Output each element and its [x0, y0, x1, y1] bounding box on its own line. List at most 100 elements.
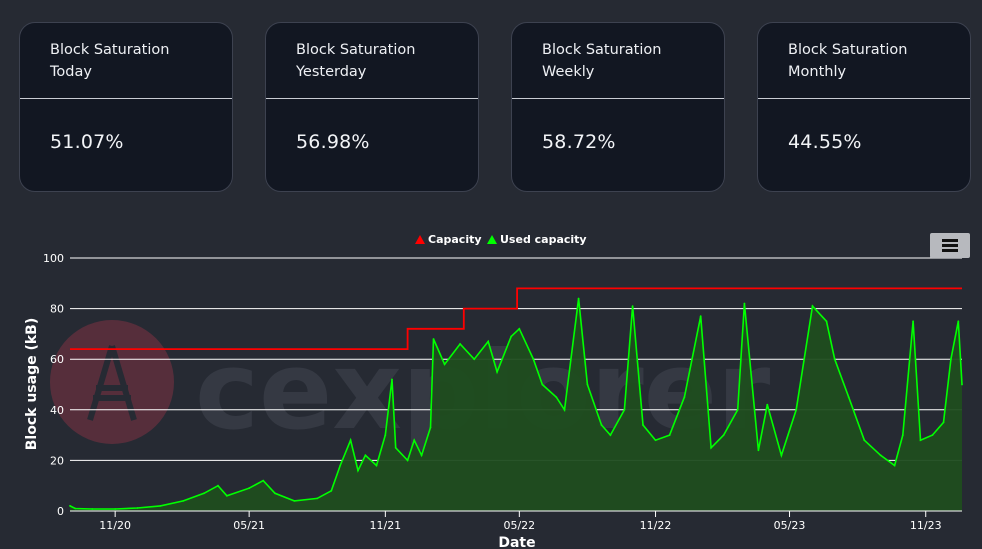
used-capacity-point	[950, 358, 952, 361]
card-title: Block Saturation Yesterday	[296, 42, 416, 80]
used-capacity-point	[710, 446, 712, 449]
legend: Capacity Used capacity	[415, 233, 587, 246]
capacity-line	[70, 287, 962, 350]
used-capacity-point	[391, 378, 393, 381]
used-capacity-point	[623, 408, 626, 411]
used-capacity-point	[631, 305, 634, 307]
used-capacity-point	[766, 403, 769, 406]
used-capacity-point	[226, 494, 228, 497]
card-title: Block Saturation Today	[50, 42, 170, 80]
x-tick-label: 05/21	[233, 519, 265, 532]
x-axis-ticks: 11/20 05/21 11/21 05/22 11/22 05/23 11/23	[99, 511, 942, 532]
card-title: Block Saturation Weekly	[542, 42, 662, 80]
used-capacity-point	[942, 421, 945, 424]
used-capacity-point	[330, 489, 333, 492]
x-tick-label: 11/20	[99, 519, 131, 532]
used-capacity-point	[736, 408, 739, 411]
used-capacity-point	[518, 327, 521, 330]
used-capacity-point	[69, 505, 71, 507]
y-tick-label: 60	[50, 353, 64, 366]
card-value: 58.72%	[542, 131, 616, 153]
used-capacity-point	[957, 320, 960, 323]
used-capacity-point	[262, 479, 265, 482]
y-tick-label: 80	[50, 303, 64, 316]
used-capacity-point	[473, 358, 476, 361]
used-capacity-point	[429, 426, 432, 429]
card-divider	[266, 98, 478, 99]
used-capacity-point	[357, 469, 359, 472]
y-tick-label: 40	[50, 404, 64, 417]
used-capacity-point	[609, 434, 612, 436]
used-capacity-point	[375, 464, 378, 467]
used-capacity-point	[349, 439, 352, 442]
used-capacity-point	[577, 297, 580, 300]
used-capacity-point	[757, 449, 760, 452]
used-capacity-point	[743, 302, 746, 305]
used-capacity-point	[642, 424, 644, 426]
used-capacity-point	[532, 358, 535, 361]
y-tick-label: 0	[57, 505, 64, 518]
used-capacity-point	[668, 434, 671, 436]
used-capacity-point	[961, 383, 963, 386]
used-capacity-point	[901, 434, 904, 436]
saturation-cards: Block Saturation Today 51.07% Block Satu…	[0, 0, 982, 200]
legend-item[interactable]: Capacity	[428, 233, 482, 246]
x-tick-label: 11/21	[369, 519, 401, 532]
used-capacity-point	[384, 434, 387, 436]
used-capacity-point	[159, 505, 162, 507]
x-tick-label: 05/23	[774, 519, 806, 532]
card-today: Block Saturation Today 51.07%	[19, 22, 233, 192]
card-value: 51.07%	[50, 131, 124, 153]
used-capacity-area	[70, 298, 962, 511]
used-capacity-point	[541, 383, 544, 386]
used-capacity-point	[847, 396, 850, 398]
used-capacity-point	[394, 446, 397, 449]
legend-marker	[415, 235, 425, 244]
used-capacity-point	[406, 459, 409, 462]
card-value: 56.98%	[296, 131, 370, 153]
used-capacity-point	[555, 396, 558, 398]
used-capacity-point	[722, 434, 725, 436]
card-yesterday: Block Saturation Yesterday 56.98%	[265, 22, 479, 192]
used-capacity-point	[863, 439, 866, 442]
used-capacity-point	[91, 508, 94, 510]
used-capacity-point	[420, 454, 423, 457]
used-capacity-point	[293, 500, 296, 502]
used-capacity-point	[459, 343, 461, 345]
used-capacity-point	[510, 335, 513, 338]
used-capacity-point	[811, 305, 814, 307]
used-capacity-point	[364, 454, 367, 457]
card-divider	[20, 98, 232, 99]
card-weekly: Block Saturation Weekly 58.72%	[511, 22, 725, 192]
card-monthly: Block Saturation Monthly 44.55%	[757, 22, 971, 192]
used-capacity-point	[833, 358, 836, 361]
used-capacity-point	[432, 338, 435, 340]
used-capacity-point	[879, 454, 882, 457]
used-capacity-point	[919, 439, 922, 442]
x-tick-label: 05/22	[503, 519, 535, 532]
used-capacity-point	[443, 363, 446, 366]
used-capacity-point	[316, 497, 319, 500]
chart-menu-button[interactable]	[930, 233, 970, 258]
used-capacity-point	[74, 507, 77, 510]
used-capacity-point	[654, 439, 657, 442]
used-capacity-point	[114, 508, 117, 510]
y-tick-label: 20	[50, 454, 64, 467]
used-capacity-point	[413, 439, 416, 442]
used-capacity-point	[931, 434, 934, 436]
x-axis-label: Date	[498, 535, 535, 549]
y-axis-ticks: 0 20 40 60 80 100	[43, 252, 64, 518]
legend-item[interactable]: Used capacity	[500, 233, 587, 246]
used-capacity-point	[563, 408, 566, 411]
used-capacity-point	[699, 315, 702, 318]
used-capacity-point	[217, 484, 219, 487]
used-capacity-point	[600, 424, 603, 426]
used-capacity-point	[912, 320, 914, 323]
card-divider	[758, 98, 970, 99]
card-title: Block Saturation Monthly	[788, 42, 908, 80]
used-capacity-point	[339, 464, 342, 467]
used-capacity-point	[182, 500, 185, 502]
plot-area	[69, 287, 963, 512]
x-tick-label: 11/23	[910, 519, 942, 532]
